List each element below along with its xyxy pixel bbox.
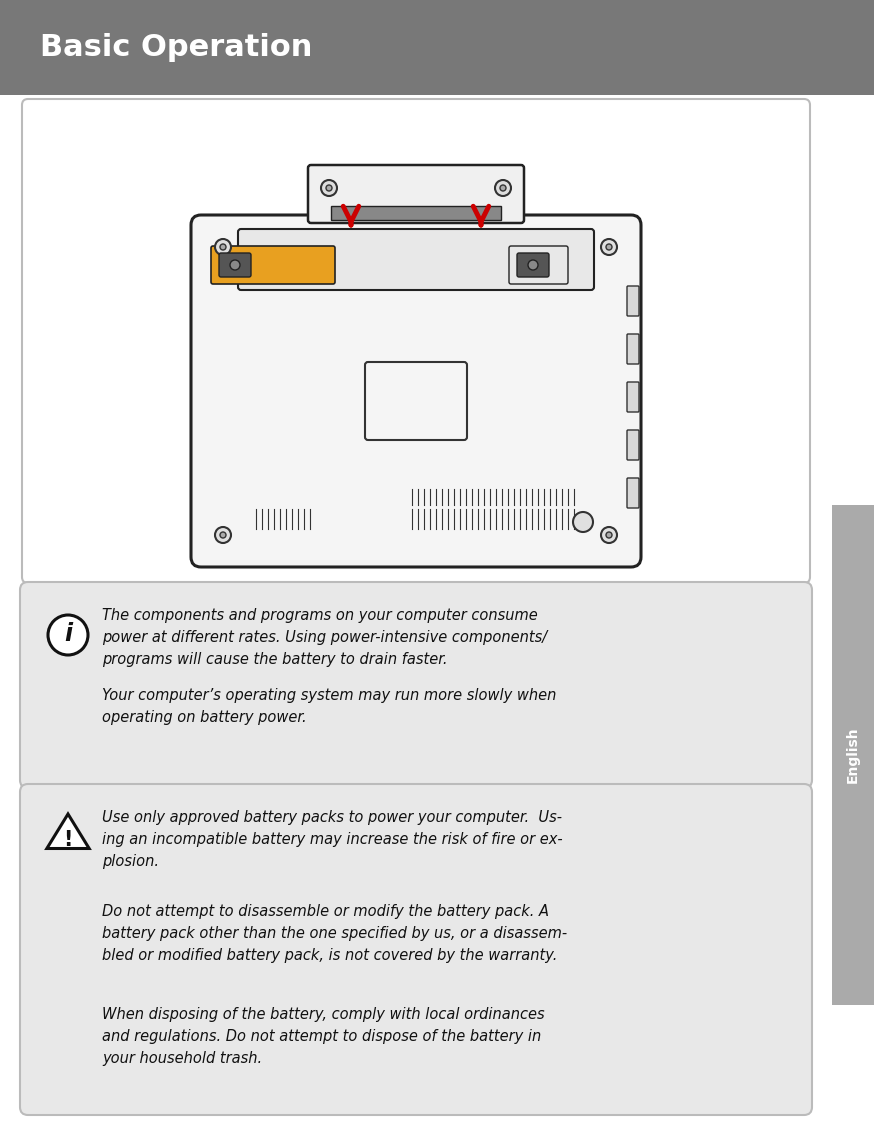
- Text: English: English: [846, 727, 860, 783]
- Text: The components and programs on your computer consume
power at different rates. U: The components and programs on your comp…: [102, 608, 547, 667]
- FancyBboxPatch shape: [832, 505, 874, 1005]
- Circle shape: [573, 512, 593, 532]
- Circle shape: [215, 526, 231, 543]
- Circle shape: [606, 244, 612, 250]
- FancyBboxPatch shape: [20, 582, 812, 788]
- Circle shape: [48, 615, 88, 655]
- Circle shape: [601, 238, 617, 255]
- Circle shape: [528, 260, 538, 270]
- Circle shape: [606, 532, 612, 538]
- Circle shape: [321, 180, 337, 196]
- FancyBboxPatch shape: [365, 362, 467, 440]
- FancyBboxPatch shape: [627, 286, 639, 316]
- FancyBboxPatch shape: [211, 246, 335, 284]
- FancyBboxPatch shape: [331, 206, 501, 220]
- FancyBboxPatch shape: [509, 246, 568, 284]
- FancyBboxPatch shape: [219, 253, 251, 277]
- Circle shape: [230, 260, 240, 270]
- Circle shape: [220, 532, 226, 538]
- Polygon shape: [47, 814, 89, 848]
- Circle shape: [500, 184, 506, 191]
- FancyBboxPatch shape: [20, 784, 812, 1115]
- Text: Use only approved battery packs to power your computer.  Us-
ing an incompatible: Use only approved battery packs to power…: [102, 810, 563, 870]
- FancyBboxPatch shape: [627, 430, 639, 460]
- Circle shape: [215, 238, 231, 255]
- Circle shape: [326, 184, 332, 191]
- FancyBboxPatch shape: [517, 253, 549, 277]
- FancyBboxPatch shape: [238, 229, 594, 290]
- Circle shape: [601, 526, 617, 543]
- FancyBboxPatch shape: [308, 165, 524, 223]
- Text: When disposing of the battery, comply with local ordinances
and regulations. Do : When disposing of the battery, comply wi…: [102, 1007, 545, 1066]
- FancyBboxPatch shape: [22, 99, 810, 583]
- FancyBboxPatch shape: [0, 0, 874, 94]
- FancyBboxPatch shape: [627, 334, 639, 364]
- FancyBboxPatch shape: [191, 215, 641, 567]
- Text: Do not attempt to disassemble or modify the battery pack. A
battery pack other t: Do not attempt to disassemble or modify …: [102, 904, 567, 963]
- Text: !: !: [63, 830, 73, 850]
- Text: i: i: [64, 622, 72, 646]
- FancyBboxPatch shape: [627, 478, 639, 508]
- Text: Basic Operation: Basic Operation: [40, 33, 312, 62]
- FancyBboxPatch shape: [627, 382, 639, 412]
- Circle shape: [495, 180, 511, 196]
- Circle shape: [220, 244, 226, 250]
- Text: Your computer’s operating system may run more slowly when
operating on battery p: Your computer’s operating system may run…: [102, 688, 557, 726]
